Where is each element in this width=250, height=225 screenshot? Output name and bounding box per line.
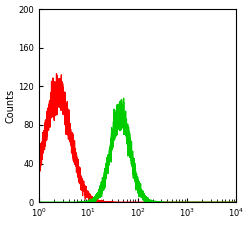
- Y-axis label: Counts: Counts: [6, 89, 16, 123]
